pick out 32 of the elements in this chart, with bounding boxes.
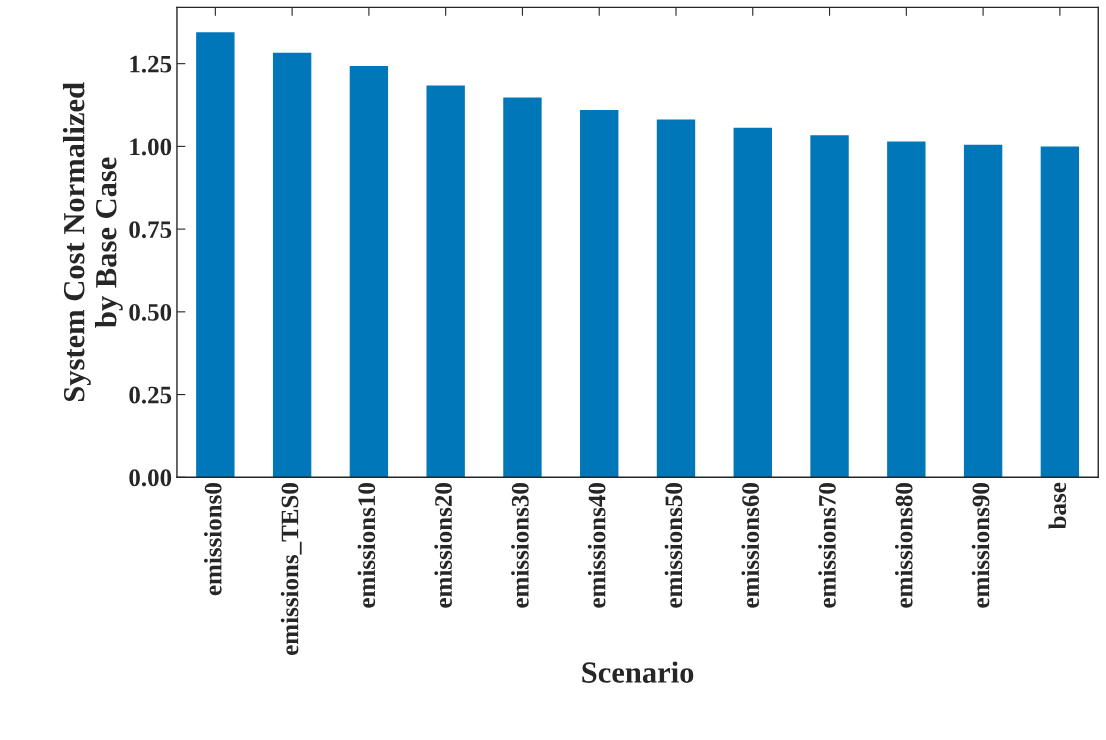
x-axis-title: Scenario [582, 661, 694, 683]
x-tick-label: emissions20 [434, 483, 452, 608]
x-tick-label: emissions60 [741, 483, 760, 608]
bar [733, 127, 772, 478]
bar [810, 135, 849, 478]
y-tick-label: 1.25 [130, 55, 172, 73]
x-tick-label: emissions80 [894, 483, 913, 608]
bar [580, 109, 619, 478]
y-tick-label: 0.25 [129, 386, 172, 404]
y-axis-title: System Cost Normalized by Base Case [62, 82, 123, 402]
x-tick-label: emissions50 [664, 483, 683, 608]
bar [887, 141, 926, 478]
x-tick-label: base [1048, 482, 1067, 530]
bar [963, 144, 1003, 478]
bar [349, 65, 389, 478]
x-tick-label: emissions0 [204, 483, 222, 596]
bar [656, 119, 696, 478]
y-tick-label: 1.00 [130, 138, 172, 156]
x-tick-label: emissions30 [511, 483, 529, 608]
y-tick-label: 0.50 [129, 303, 172, 321]
bar [1040, 146, 1080, 478]
y-tick-label: 0.75 [129, 221, 172, 239]
bar [272, 52, 312, 478]
x-tick-label: emissions_TES0 [280, 483, 302, 655]
x-tick-label: emissions90 [971, 483, 990, 608]
x-tick-label: emissions10 [357, 483, 376, 608]
bar [196, 32, 235, 478]
bar [426, 85, 465, 478]
y-tick-label: 0.00 [129, 469, 172, 487]
bar [503, 97, 542, 478]
x-tick-label: emissions40 [587, 483, 606, 608]
x-tick-label: emissions70 [818, 483, 836, 608]
